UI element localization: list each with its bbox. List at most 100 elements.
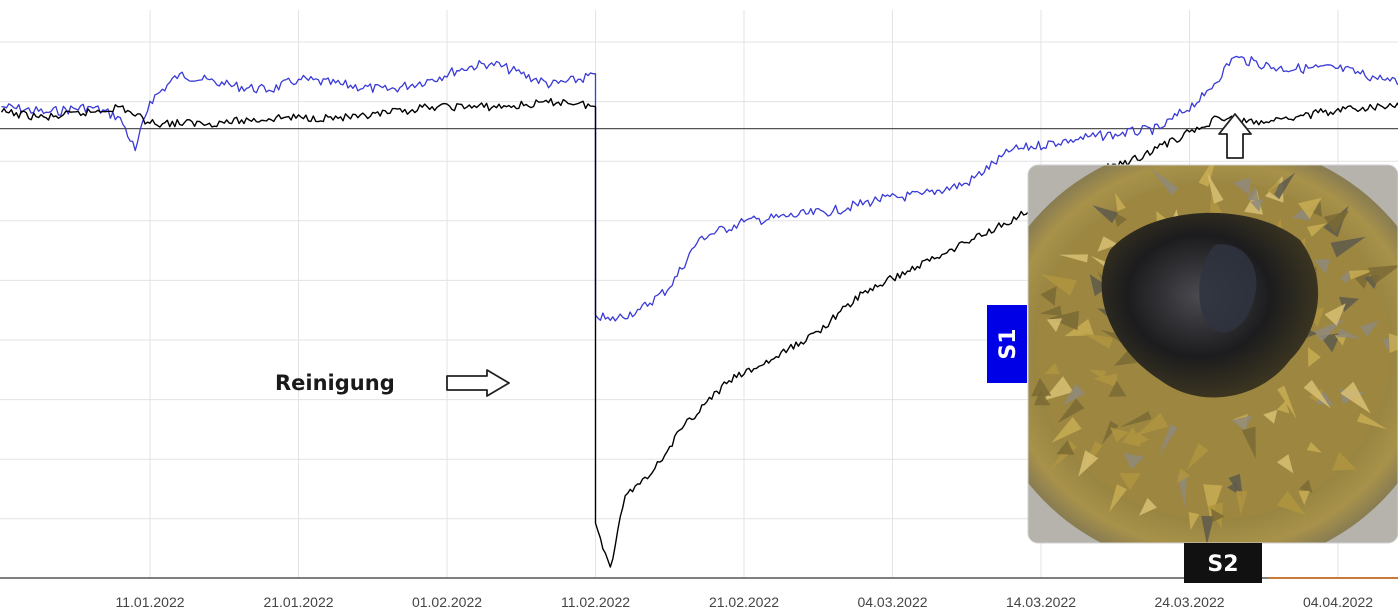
- deposit-flake: [1051, 417, 1082, 443]
- deposit-flake: [1276, 400, 1290, 414]
- x-tick-label: 14.03.2022: [1006, 594, 1076, 610]
- deposit-flake: [1113, 211, 1127, 227]
- reinigung-label: Reinigung: [275, 371, 395, 395]
- deposit-flake: [1247, 185, 1259, 202]
- deposit-flake: [1339, 268, 1352, 284]
- series-line-blue: [1, 55, 1398, 322]
- reinigung-arrow-icon: [446, 369, 510, 397]
- deposit-flake: [1093, 373, 1118, 388]
- deposit-flake: [1198, 165, 1218, 187]
- deposit-flake: [1357, 413, 1388, 430]
- x-tick-label: 11.01.2022: [115, 594, 184, 610]
- deposit-flake: [1158, 424, 1178, 457]
- deposit-flake: [1236, 490, 1248, 515]
- x-tick-labels: 11.01.2022 21.01.2022 01.02.2022 11.02.2022…: [115, 594, 1373, 610]
- deposit-flake: [1089, 274, 1109, 297]
- up-arrow-icon: [1218, 113, 1252, 159]
- deposit-flake: [1039, 305, 1062, 316]
- deposit-flake: [1314, 258, 1330, 275]
- deposit-flake: [1092, 205, 1118, 224]
- deposit-flake: [1064, 318, 1094, 337]
- deposit-flake: [1267, 179, 1282, 196]
- deposit-flake: [1048, 310, 1080, 331]
- s2-badge: S2: [1184, 543, 1262, 583]
- deposit-flake: [1122, 426, 1141, 447]
- deposit-flake: [1334, 334, 1347, 346]
- deposit-flake: [1123, 453, 1145, 470]
- deposit-flake: [1308, 347, 1321, 367]
- deposit-flake: [1276, 490, 1307, 516]
- deposit-flake: [1139, 497, 1157, 516]
- deposit-flake: [1388, 333, 1398, 353]
- deposit-flake: [1034, 390, 1051, 406]
- x-tick-label: 24.03.2022: [1154, 594, 1224, 610]
- deposit-flake: [1040, 286, 1057, 306]
- deposit-flake: [1316, 391, 1334, 406]
- deposit-flake: [1151, 168, 1179, 196]
- deposit-flake: [1206, 172, 1224, 204]
- deposit-flake: [1097, 236, 1119, 252]
- deposit-flake: [1263, 409, 1278, 424]
- deposit-flake: [1276, 454, 1294, 474]
- x-tick-label: 11.02.2022: [561, 594, 630, 610]
- deposit-flake: [1232, 177, 1251, 196]
- deposit-flake: [1339, 296, 1359, 312]
- deposit-flake: [1211, 508, 1225, 523]
- deposit-flake: [1101, 420, 1119, 445]
- deposit-flake: [1044, 362, 1060, 375]
- deposit-flake: [1340, 381, 1371, 414]
- x-tick-label: 01.02.2022: [412, 594, 482, 610]
- deposit-flake: [1057, 398, 1085, 424]
- deposit-flake: [1299, 479, 1313, 493]
- deposit-flake: [1298, 490, 1310, 506]
- deposit-flake: [1291, 208, 1312, 221]
- deposit-flake: [1250, 198, 1264, 212]
- deposit-flake: [1227, 481, 1238, 494]
- deposit-flake: [1324, 303, 1346, 326]
- deposit-flake: [1201, 515, 1214, 543]
- deposit-flake: [1277, 385, 1297, 420]
- s2-label: S2: [1207, 552, 1238, 577]
- deposit-flake: [1078, 450, 1099, 477]
- deposit-flake: [1119, 473, 1141, 491]
- s1-badge: S1: [987, 305, 1027, 383]
- x-tick-label: 04.04.2022: [1303, 594, 1373, 610]
- s1-label: S1: [996, 328, 1021, 359]
- deposit-flake: [1306, 223, 1327, 237]
- deposit-flake: [1303, 379, 1331, 409]
- deposit-flake: [1056, 440, 1075, 455]
- deposit-flake: [1110, 427, 1129, 443]
- deposit-flake: [1330, 236, 1366, 258]
- deposit-flake: [1136, 412, 1169, 436]
- x-tick-label: 04.03.2022: [857, 594, 927, 610]
- series-layer: [0, 55, 1398, 568]
- deposit-flake: [1177, 474, 1187, 509]
- deposit-flake: [1031, 378, 1052, 397]
- x-tick-label: 21.01.2022: [263, 594, 333, 610]
- deposit-flake: [1108, 380, 1127, 397]
- pipe-photo: [1028, 165, 1398, 543]
- deposit-flake: [1323, 210, 1350, 234]
- deposit-flake: [1203, 484, 1223, 520]
- deposit-flake: [1349, 269, 1376, 280]
- deposit-flake: [1063, 383, 1086, 406]
- x-tick-label: 21.02.2022: [709, 594, 779, 610]
- deposit-flake: [1109, 484, 1128, 513]
- deposit-flake: [1046, 318, 1063, 332]
- series-line-black: [0, 97, 1398, 568]
- deposit-flake: [1314, 318, 1346, 342]
- deposit-flake: [1332, 451, 1357, 471]
- deposit-flake: [1359, 320, 1380, 337]
- deposit-flake: [1269, 172, 1296, 200]
- deposit-flake: [1176, 468, 1191, 484]
- deposit-flake: [1231, 415, 1253, 431]
- deposit-flake: [1115, 192, 1126, 212]
- deposit-flake: [1082, 333, 1113, 349]
- deposit-flake: [1306, 442, 1322, 453]
- deposit-flake: [1136, 431, 1150, 446]
- deposit-flake: [1298, 197, 1322, 219]
- deposit-flake: [1241, 426, 1256, 459]
- deposit-flake: [1368, 264, 1398, 285]
- deposit-flake: [1120, 411, 1152, 428]
